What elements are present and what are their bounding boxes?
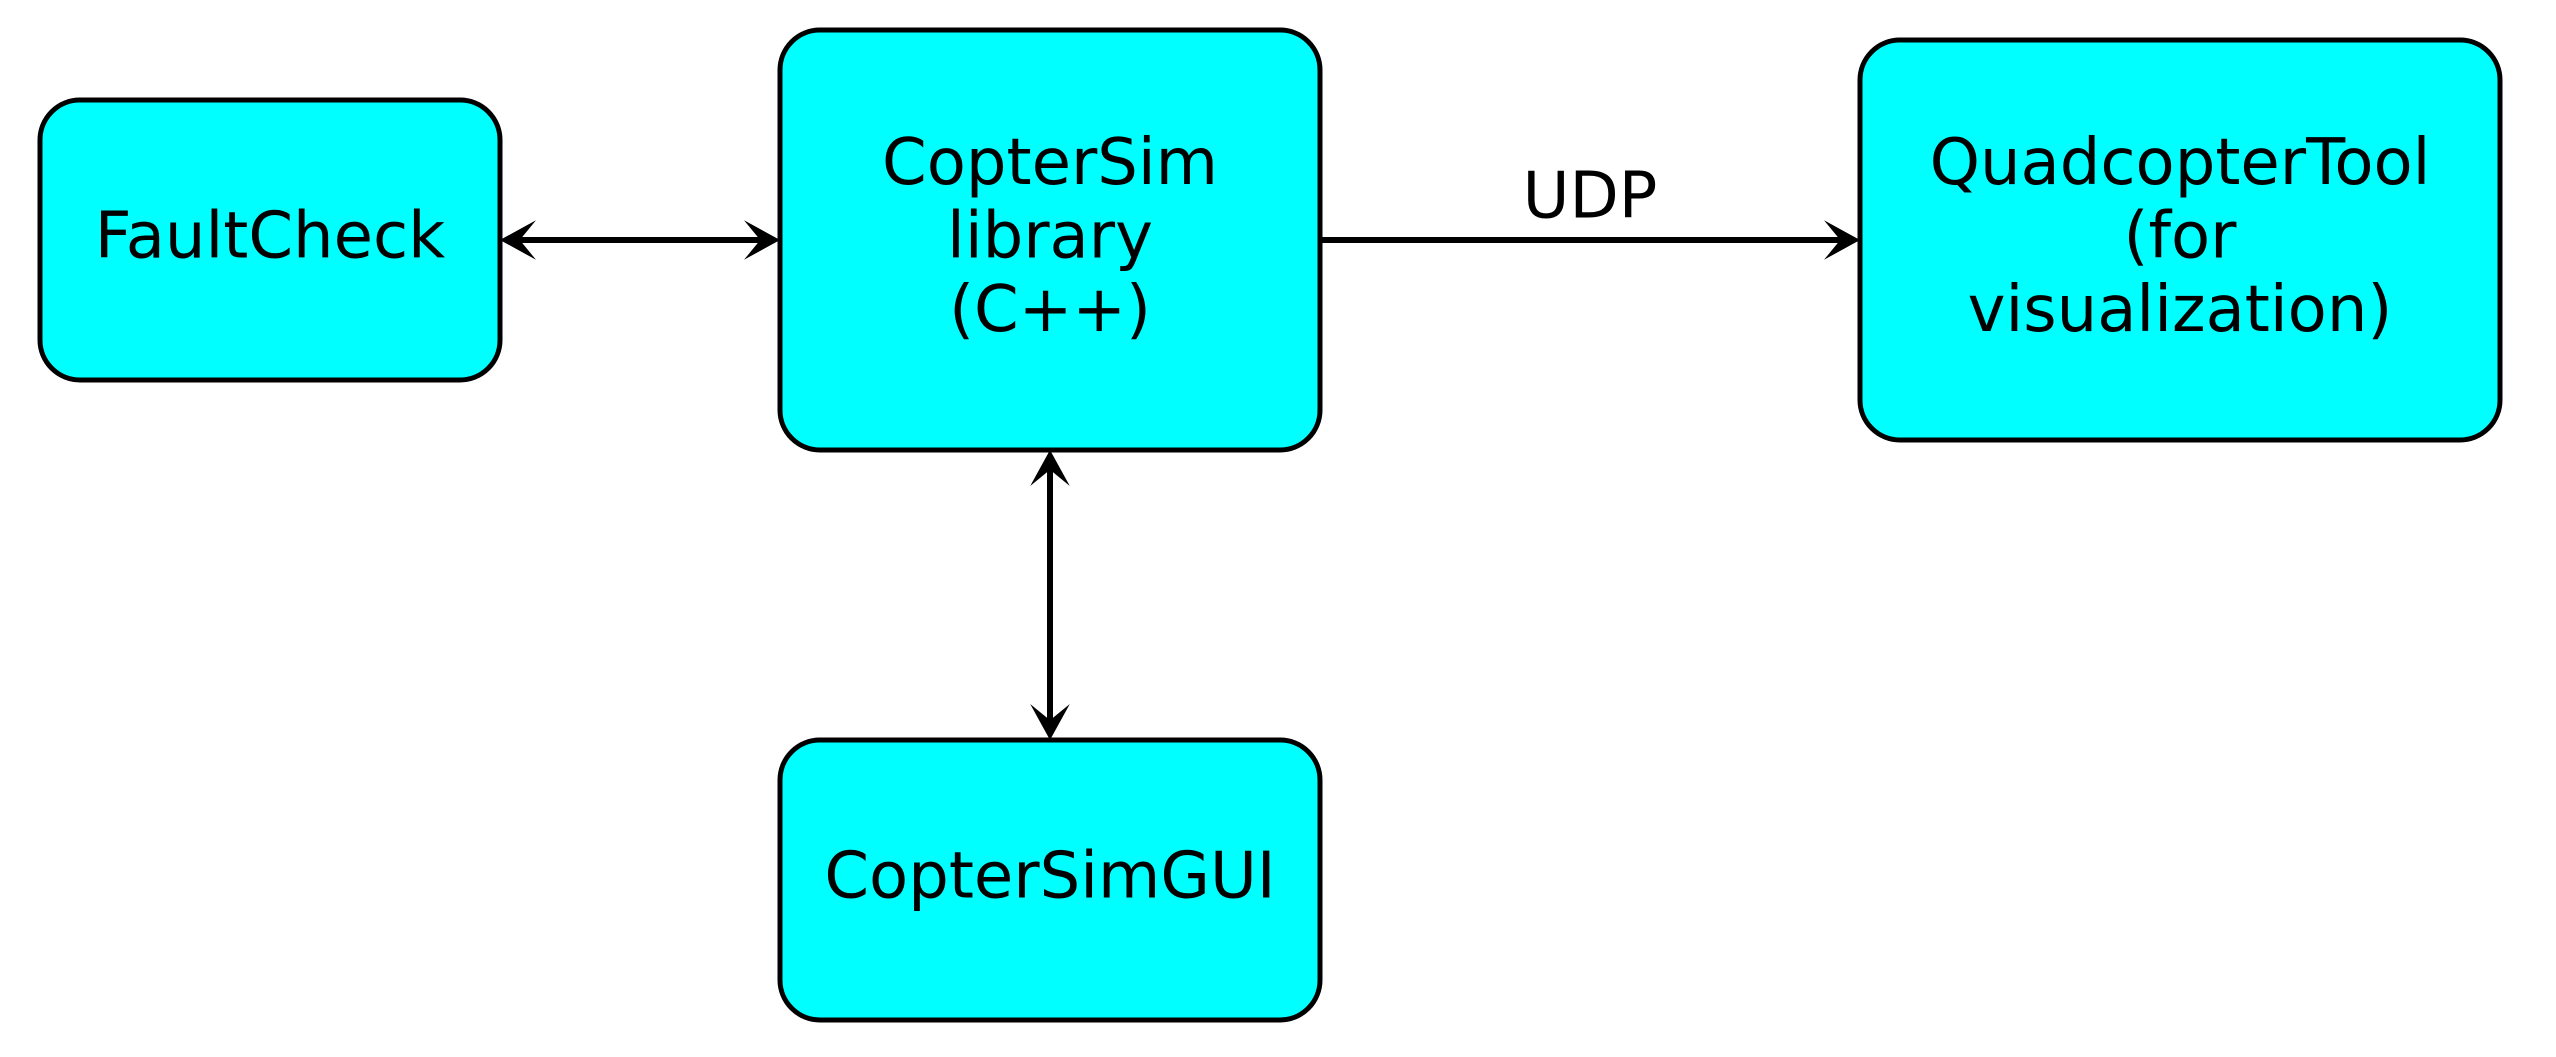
- node-coptersim-label-0: CopterSim: [882, 126, 1218, 200]
- node-quadcoptertool-label-1: (for: [2124, 200, 2238, 274]
- node-coptersim-label-2: (C++): [949, 273, 1151, 347]
- node-coptersim-label-1: library: [947, 200, 1153, 274]
- node-quadcoptertool-label-0: QuadcopterTool: [1930, 126, 2431, 200]
- node-quadcoptertool-label-2: visualization): [1968, 273, 2393, 347]
- node-coptersimgui-label-0: CopterSimGUI: [824, 840, 1275, 914]
- edge-label-coptersim-quadcoptertool: UDP: [1523, 160, 1658, 234]
- node-faultcheck-label-0: FaultCheck: [95, 200, 445, 274]
- architecture-diagram: UDP FaultCheck CopterSimlibrary(C++) Quadco…: [0, 0, 2556, 1057]
